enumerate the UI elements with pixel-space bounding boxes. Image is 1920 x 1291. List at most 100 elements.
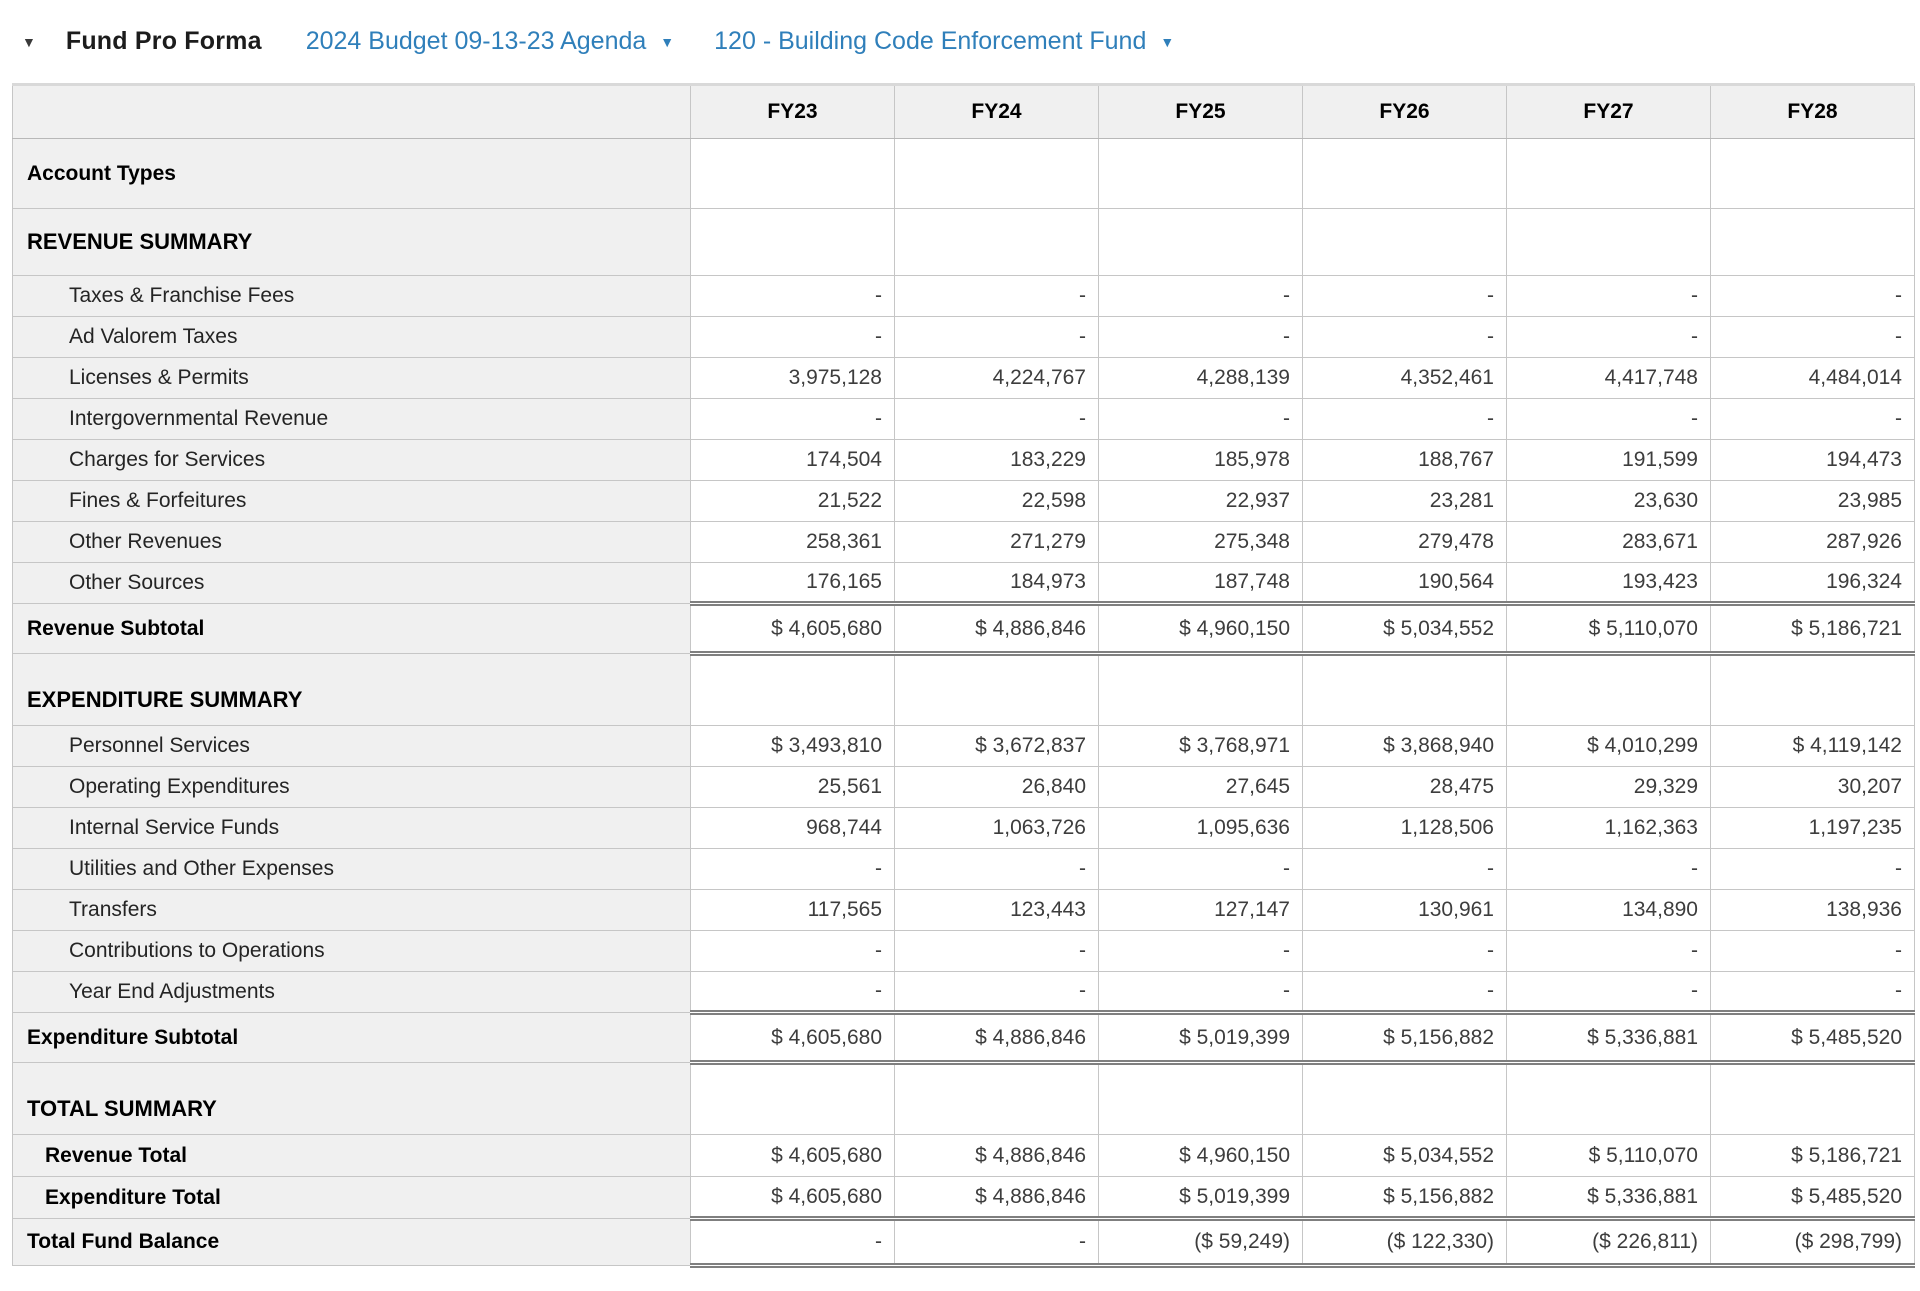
budget-dropdown[interactable]: 2024 Budget 09-13-23 Agenda ▼ [306, 27, 674, 56]
cell-expenditure-summary-fy28 [1710, 653, 1915, 726]
row-revenue-summary: REVENUE SUMMARY [12, 208, 1915, 276]
column-header-fy23: FY23 [690, 84, 895, 139]
row-expenditure-summary: EXPENDITURE SUMMARY [12, 653, 1915, 726]
cell-account-types-fy25 [1098, 138, 1303, 209]
cell-fines-forfeitures-fy25: 22,937 [1098, 480, 1303, 522]
cell-expenditure-total-fy26: $ 5,156,882 [1302, 1176, 1507, 1219]
page-title: Fund Pro Forma [65, 27, 262, 55]
fund-dropdown-label[interactable]: 120 - Building Code Enforcement Fund [714, 27, 1147, 55]
cell-expenditure-summary-fy24 [894, 653, 1099, 726]
cell-personnel-services-fy26: $ 3,868,940 [1302, 725, 1507, 767]
cell-other-sources-fy24: 184,973 [894, 562, 1099, 604]
cell-operating-expenditures-fy24: 26,840 [894, 766, 1099, 808]
cell-licenses-permits-fy24: 4,224,767 [894, 357, 1099, 399]
cell-revenue-subtotal-fy23: $ 4,605,680 [690, 601, 895, 656]
cell-other-sources-fy26: 190,564 [1302, 562, 1507, 604]
row-label: REVENUE SUMMARY [12, 208, 691, 276]
row-label: Internal Service Funds [12, 807, 691, 849]
cell-other-sources-fy28: 196,324 [1710, 562, 1915, 604]
cell-other-revenues-fy23: 258,361 [690, 521, 895, 563]
cell-operating-expenditures-fy26: 28,475 [1302, 766, 1507, 808]
row-contributions-to-operations: Contributions to Operations - - - - - - [12, 930, 1915, 972]
cell-other-revenues-fy25: 275,348 [1098, 521, 1303, 563]
collapse-caret-icon[interactable]: ▼ [22, 33, 36, 50]
cell-account-types-fy26 [1302, 138, 1507, 209]
row-ad-valorem-taxes: Ad Valorem Taxes - - - - - - [12, 316, 1915, 358]
column-header-fy26: FY26 [1302, 84, 1507, 139]
row-total-fund-balance: Total Fund Balance - - ($ 59,249) ($ 122,330… [12, 1216, 1915, 1268]
cell-licenses-permits-fy25: 4,288,139 [1098, 357, 1303, 399]
cell-utilities-and-other-expenses-fy25: - [1098, 848, 1303, 890]
cell-fines-forfeitures-fy23: 21,522 [690, 480, 895, 522]
row-label: Other Sources [12, 562, 691, 604]
cell-intergovernmental-revenue-fy25: - [1098, 398, 1303, 440]
cell-personnel-services-fy27: $ 4,010,299 [1506, 725, 1711, 767]
cell-intergovernmental-revenue-fy27: - [1506, 398, 1711, 440]
cell-year-end-adjustments-fy26: - [1302, 971, 1507, 1013]
header-empty-cell [12, 84, 691, 139]
cell-contributions-to-operations-fy23: - [690, 930, 895, 972]
cell-fines-forfeitures-fy27: 23,630 [1506, 480, 1711, 522]
cell-revenue-total-fy24: $ 4,886,846 [894, 1134, 1099, 1177]
cell-licenses-permits-fy26: 4,352,461 [1302, 357, 1507, 399]
cell-internal-service-funds-fy27: 1,162,363 [1506, 807, 1711, 849]
table-body: Account Types REVENUE SUMMARY Taxes & Fran… [12, 138, 1915, 1268]
cell-expenditure-summary-fy25 [1098, 653, 1303, 726]
column-header-fy25: FY25 [1098, 84, 1303, 139]
cell-expenditure-summary-fy23 [690, 653, 895, 726]
cell-total-fund-balance-fy24: - [894, 1216, 1099, 1268]
cell-fines-forfeitures-fy24: 22,598 [894, 480, 1099, 522]
cell-total-summary-fy28 [1710, 1062, 1915, 1135]
cell-transfers-fy27: 134,890 [1506, 889, 1711, 931]
row-other-revenues: Other Revenues 258,361 271,279 275,348 279,4… [12, 521, 1915, 563]
cell-taxes-franchise-fees-fy26: - [1302, 275, 1507, 317]
column-header-fy27: FY27 [1506, 84, 1711, 139]
cell-other-sources-fy25: 187,748 [1098, 562, 1303, 604]
cell-expenditure-subtotal-fy26: $ 5,156,882 [1302, 1010, 1507, 1065]
row-taxes-franchise-fees: Taxes & Franchise Fees - - - - - - [12, 275, 1915, 317]
cell-internal-service-funds-fy26: 1,128,506 [1302, 807, 1507, 849]
cell-utilities-and-other-expenses-fy24: - [894, 848, 1099, 890]
cell-expenditure-summary-fy26 [1302, 653, 1507, 726]
cell-utilities-and-other-expenses-fy28: - [1710, 848, 1915, 890]
cell-taxes-franchise-fees-fy27: - [1506, 275, 1711, 317]
cell-total-fund-balance-fy26: ($ 122,330) [1302, 1216, 1507, 1268]
cell-transfers-fy24: 123,443 [894, 889, 1099, 931]
budget-dropdown-label[interactable]: 2024 Budget 09-13-23 Agenda [305, 27, 647, 55]
cell-total-fund-balance-fy23: - [690, 1216, 895, 1268]
row-other-sources: Other Sources 176,165 184,973 187,748 190,56… [12, 562, 1915, 604]
cell-account-types-fy27 [1506, 138, 1711, 209]
row-personnel-services: Personnel Services $ 3,493,810 $ 3,672,837… [12, 725, 1915, 767]
row-revenue-total: Revenue Total $ 4,605,680 $ 4,886,846 $ 4,9… [12, 1134, 1915, 1177]
cell-contributions-to-operations-fy24: - [894, 930, 1099, 972]
cell-intergovernmental-revenue-fy23: - [690, 398, 895, 440]
fund-pro-forma-table: FY23 FY24 FY25 FY26 FY27 FY28 Account Types RE… [12, 83, 1915, 1268]
cell-account-types-fy24 [894, 138, 1099, 209]
cell-internal-service-funds-fy28: 1,197,235 [1710, 807, 1915, 849]
row-internal-service-funds: Internal Service Funds 968,744 1,063,726 1,… [12, 807, 1915, 849]
row-label: Fines & Forfeitures [12, 480, 691, 522]
row-transfers: Transfers 117,565 123,443 127,147 130,961 134… [12, 889, 1915, 931]
cell-ad-valorem-taxes-fy24: - [894, 316, 1099, 358]
column-header-fy24: FY24 [894, 84, 1099, 139]
row-label: Licenses & Permits [12, 357, 691, 399]
cell-taxes-franchise-fees-fy23: - [690, 275, 895, 317]
row-expenditure-total: Expenditure Total $ 4,605,680 $ 4,886,846 $… [12, 1176, 1915, 1219]
cell-contributions-to-operations-fy25: - [1098, 930, 1303, 972]
cell-intergovernmental-revenue-fy28: - [1710, 398, 1915, 440]
row-label: Account Types [12, 138, 691, 209]
row-fines-forfeitures: Fines & Forfeitures 21,522 22,598 22,937 23,… [12, 480, 1915, 522]
cell-revenue-summary-fy26 [1302, 208, 1507, 276]
cell-utilities-and-other-expenses-fy27: - [1506, 848, 1711, 890]
cell-ad-valorem-taxes-fy25: - [1098, 316, 1303, 358]
cell-revenue-total-fy27: $ 5,110,070 [1506, 1134, 1711, 1177]
cell-contributions-to-operations-fy27: - [1506, 930, 1711, 972]
row-charges-for-services: Charges for Services 174,504 183,229 185,97… [12, 439, 1915, 481]
fund-dropdown[interactable]: 120 - Building Code Enforcement Fund ▼ [714, 27, 1174, 56]
cell-revenue-subtotal-fy27: $ 5,110,070 [1506, 601, 1711, 656]
cell-revenue-summary-fy24 [894, 208, 1099, 276]
cell-personnel-services-fy28: $ 4,119,142 [1710, 725, 1915, 767]
cell-other-revenues-fy26: 279,478 [1302, 521, 1507, 563]
cell-total-summary-fy26 [1302, 1062, 1507, 1135]
cell-expenditure-summary-fy27 [1506, 653, 1711, 726]
